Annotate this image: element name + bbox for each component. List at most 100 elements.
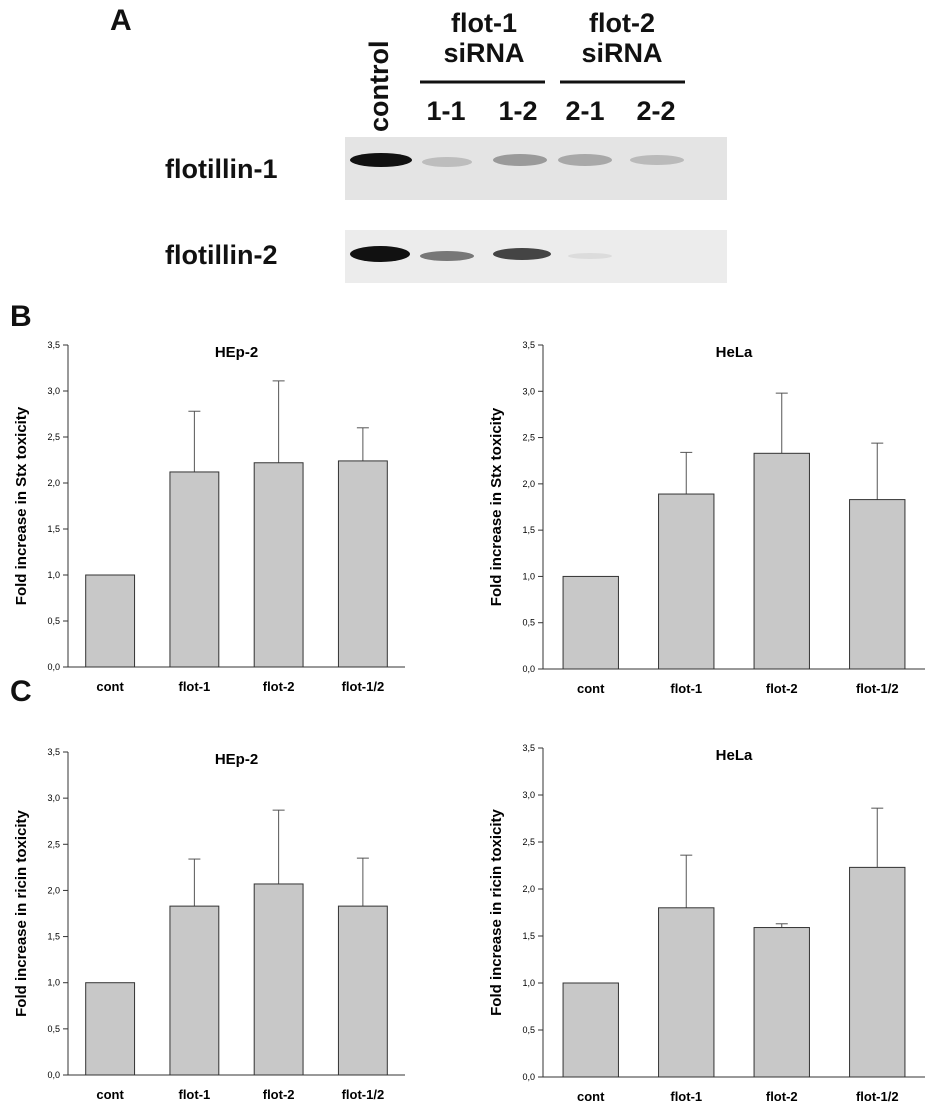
x-tick-label: flot-1/2: [342, 1087, 385, 1102]
chart-title: HEp-2: [215, 344, 258, 361]
figure: HEp-2 Fold increase in Stx toxicity 0,0 0,5…: [0, 0, 946, 1107]
lane-label: 1-2: [483, 96, 553, 127]
y-tick-label: 2,5: [47, 839, 60, 849]
panel-label: B: [10, 300, 32, 334]
y-tick-label: 1,5: [522, 525, 535, 535]
x-tick-label: cont: [577, 681, 605, 696]
y-tick-label: 1,5: [522, 931, 535, 941]
lane-label: control: [364, 41, 395, 133]
group-label: flot-2 siRNA: [562, 8, 682, 68]
y-tick-label: 0,0: [47, 1070, 60, 1080]
row-label: flotillin-2: [165, 240, 277, 271]
y-tick-label: 0,5: [47, 616, 60, 626]
bar: [170, 906, 219, 1075]
y-tick-label: 3,0: [47, 793, 60, 803]
row-label: flotillin-1: [165, 154, 277, 185]
bar: [86, 575, 135, 667]
band: [630, 155, 684, 165]
band: [493, 154, 547, 166]
x-tick-label: flot-2: [766, 681, 798, 696]
bar-chart: HEp-2 Fold increase in Stx toxicity 0,0 0,5…: [13, 340, 405, 694]
bar: [754, 928, 809, 1077]
band: [558, 154, 612, 166]
y-tick-label: 0,5: [522, 618, 535, 628]
bar: [850, 500, 905, 669]
chart-title: HeLa: [716, 747, 753, 764]
y-tick-label: 2,0: [47, 885, 60, 895]
x-tick-label: flot-1/2: [856, 681, 899, 696]
figure-canvas: HEp-2 Fold increase in Stx toxicity 0,0 0,5…: [0, 0, 946, 1107]
band: [493, 248, 551, 260]
band: [420, 251, 474, 261]
x-tick-label: flot-1/2: [342, 679, 385, 694]
y-tick-label: 3,5: [522, 743, 535, 753]
bar: [850, 867, 905, 1077]
y-tick-label: 3,0: [522, 790, 535, 800]
y-tick-label: 3,5: [522, 340, 535, 350]
bar: [254, 884, 303, 1075]
x-tick-label: flot-1/2: [856, 1089, 899, 1104]
bar: [659, 908, 714, 1077]
y-axis-label: Fold increase in ricin toxicity: [13, 809, 30, 1016]
bar-chart: HEp-2 Fold increase in ricin toxicity 0,0 0…: [13, 747, 405, 1102]
bar: [170, 472, 219, 667]
panel-label: C: [10, 675, 32, 709]
bar: [659, 494, 714, 669]
y-tick-label: 0,5: [522, 1025, 535, 1035]
chart-title: HeLa: [716, 344, 753, 361]
y-tick-label: 2,5: [522, 433, 535, 443]
x-tick-label: flot-2: [766, 1089, 798, 1104]
y-tick-label: 1,5: [47, 524, 60, 534]
y-tick-label: 3,5: [47, 747, 60, 757]
y-tick-label: 1,0: [522, 571, 535, 581]
y-tick-label: 2,5: [47, 432, 60, 442]
y-tick-label: 3,0: [47, 386, 60, 396]
y-tick-label: 1,0: [47, 978, 60, 988]
band: [350, 153, 412, 167]
lane-label: 1-1: [411, 96, 481, 127]
band: [422, 157, 472, 167]
bar: [254, 463, 303, 667]
x-tick-label: cont: [577, 1089, 605, 1104]
x-tick-label: cont: [96, 1087, 124, 1102]
x-tick-label: flot-1: [670, 1089, 702, 1104]
blot-membrane: [345, 137, 727, 200]
y-axis-label: Fold increase in ricin toxicity: [488, 808, 505, 1015]
y-tick-label: 0,0: [47, 662, 60, 672]
band: [350, 246, 410, 262]
x-tick-label: cont: [96, 679, 124, 694]
x-tick-label: flot-2: [263, 679, 295, 694]
y-tick-label: 2,0: [47, 478, 60, 488]
bar-chart: HeLa Fold increase in ricin toxicity 0,0 0,…: [488, 743, 925, 1104]
y-axis-label: Fold increase in Stx toxicity: [488, 407, 505, 606]
y-tick-label: 0,5: [47, 1024, 60, 1034]
y-tick-label: 0,0: [522, 1072, 535, 1082]
lane-label: 2-1: [550, 96, 620, 127]
bar: [338, 906, 387, 1075]
y-tick-label: 2,0: [522, 479, 535, 489]
bar: [86, 983, 135, 1075]
y-tick-label: 1,0: [522, 978, 535, 988]
bar: [754, 453, 809, 669]
group-label: flot-1 siRNA: [424, 8, 544, 68]
bar: [563, 983, 618, 1077]
y-tick-label: 3,0: [522, 386, 535, 396]
bar: [563, 576, 618, 669]
x-tick-label: flot-2: [263, 1087, 295, 1102]
bar-chart: HeLa Fold increase in Stx toxicity 0,0 0,5 1…: [488, 340, 925, 696]
y-axis-label: Fold increase in Stx toxicity: [13, 406, 30, 605]
y-tick-label: 0,0: [522, 664, 535, 674]
panel-label: A: [110, 4, 132, 38]
bar: [338, 461, 387, 667]
band: [568, 253, 612, 259]
y-tick-label: 1,5: [47, 932, 60, 942]
x-tick-label: flot-1: [178, 679, 210, 694]
y-tick-label: 2,0: [522, 884, 535, 894]
lane-label: 2-2: [621, 96, 691, 127]
y-tick-label: 1,0: [47, 570, 60, 580]
x-tick-label: flot-1: [670, 681, 702, 696]
x-tick-label: flot-1: [178, 1087, 210, 1102]
y-tick-label: 2,5: [522, 837, 535, 847]
chart-title: HEp-2: [215, 751, 258, 768]
y-tick-label: 3,5: [47, 340, 60, 350]
